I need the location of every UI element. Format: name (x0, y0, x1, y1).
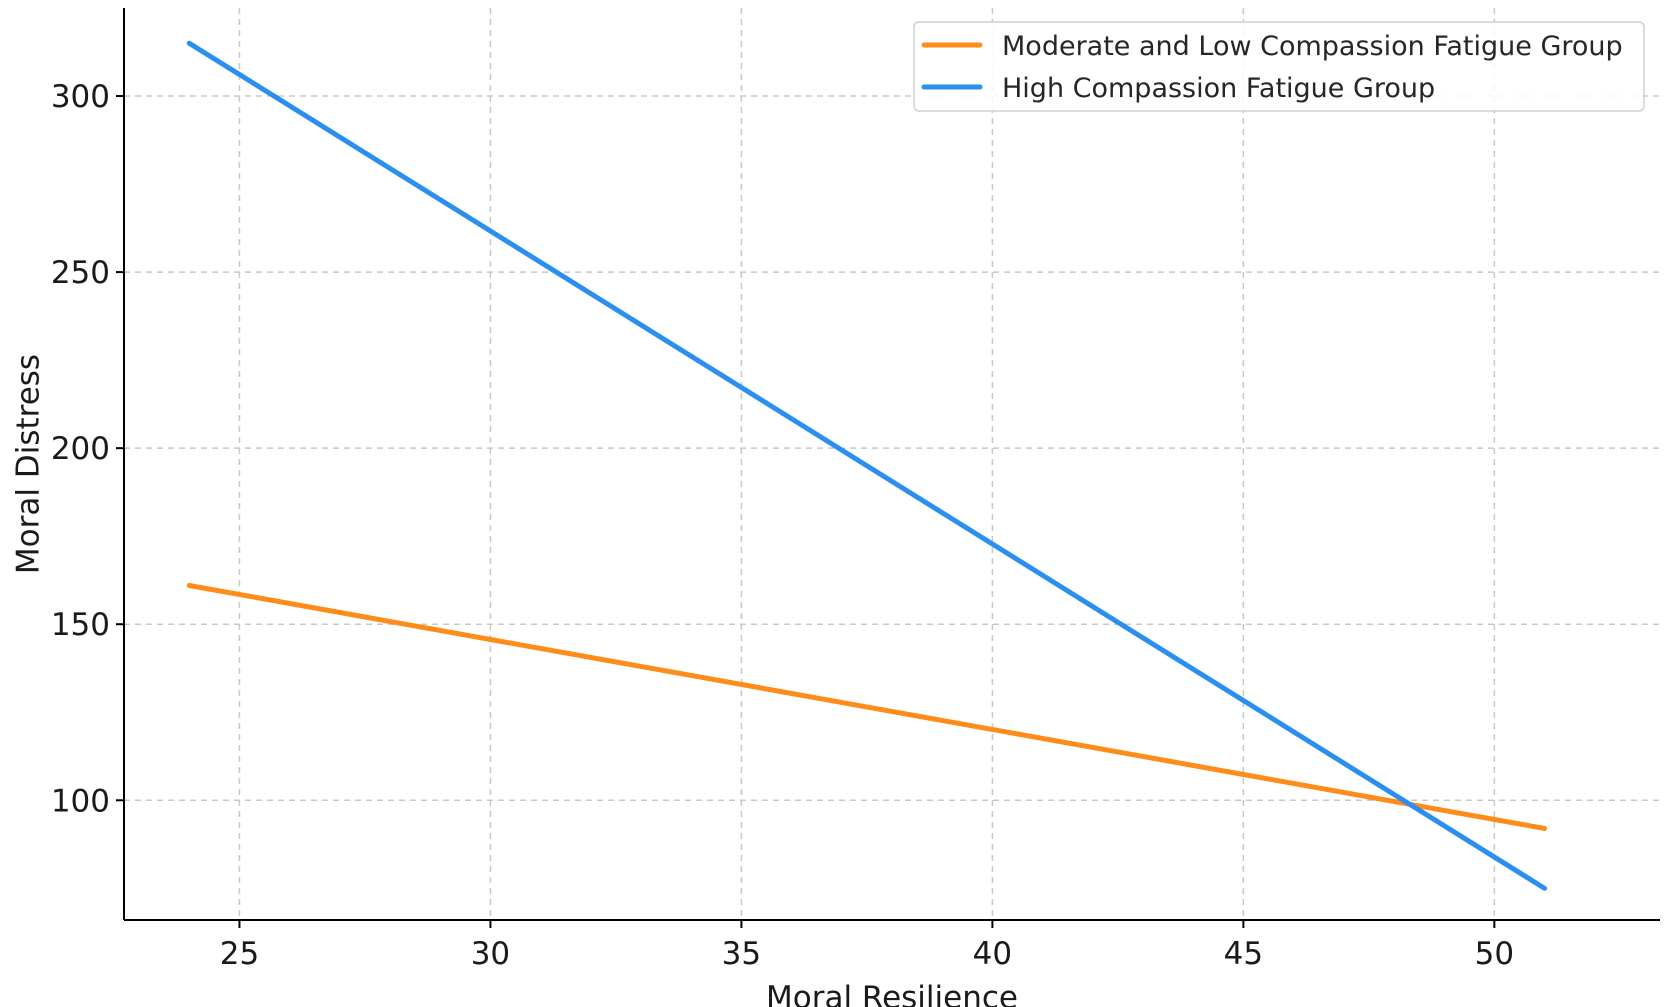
x-tick-label-40: 40 (973, 936, 1012, 972)
y-tick-label-250: 250 (51, 255, 110, 291)
y-axis-label: Moral Distress (11, 354, 47, 574)
legend-frame (913, 21, 1645, 112)
legend-label-2: High Compassion Fatigue Group (1002, 73, 1435, 104)
x-axis-label: Moral Resilience (766, 980, 1018, 1007)
y-tick-label-200: 200 (51, 431, 110, 467)
y-tick-label-300: 300 (51, 79, 110, 115)
x-ticks: 25 30 35 40 45 50 (220, 920, 1514, 972)
x-tick-label-30: 30 (471, 936, 510, 972)
axes (123, 8, 1660, 921)
y-ticks: 100 150 200 250 300 (51, 79, 124, 819)
legend-label-1: Moderate and Low Compassion Fatigue Grou… (1002, 31, 1623, 62)
y-tick-label-100: 100 (51, 783, 110, 819)
x-tick-label-50: 50 (1475, 936, 1514, 972)
x-tick-label-35: 35 (722, 936, 761, 972)
series-line-2 (186, 40, 1548, 891)
x-tick-label-45: 45 (1224, 936, 1263, 972)
y-tick-label-150: 150 (51, 607, 110, 643)
legend: Moderate and Low Compassion Fatigue Grou… (913, 21, 1645, 112)
legend-items: Moderate and Low Compassion Fatigue Grou… (921, 31, 1623, 104)
x-tick-label-25: 25 (220, 936, 259, 972)
series-lines (186, 40, 1548, 891)
series-line-1 (186, 582, 1548, 831)
